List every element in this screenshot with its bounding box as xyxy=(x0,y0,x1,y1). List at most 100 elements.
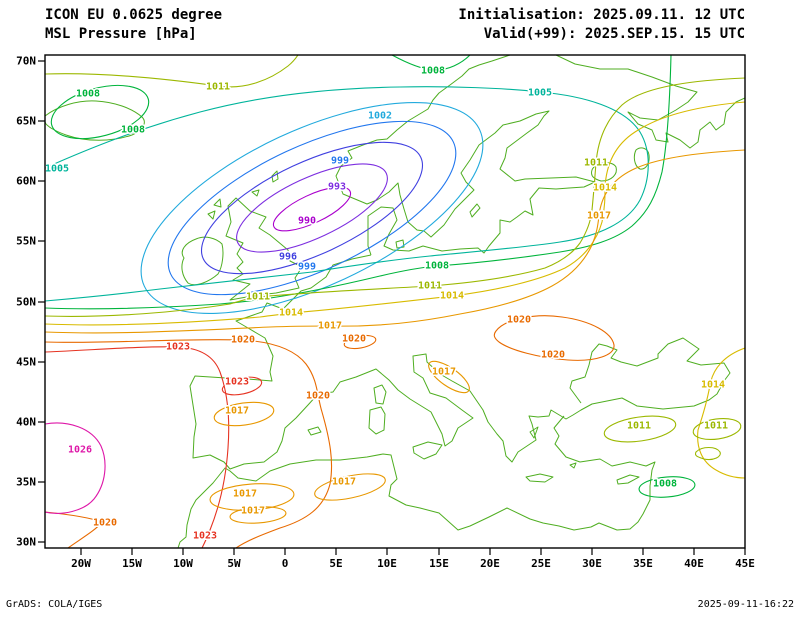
contour-label: 1017 xyxy=(587,211,611,222)
contour-label: 1008 xyxy=(421,66,445,77)
coast-kola-whitesea xyxy=(555,55,745,149)
coast-mallorca xyxy=(307,426,322,436)
contour-label: 1014 xyxy=(440,291,464,302)
contour-label: 1026 xyxy=(68,445,92,456)
isobar-1020-west xyxy=(45,339,333,548)
contour-label: 1008 xyxy=(425,261,449,272)
creation-timestamp: 2025-09-11-16:22 xyxy=(698,599,794,610)
isobar-1014-main xyxy=(45,101,745,326)
isobar-1008-levant xyxy=(638,476,696,498)
contour-label: 1023 xyxy=(166,342,190,353)
coast-med-africa xyxy=(177,415,656,548)
contour-label: 1011 xyxy=(584,158,608,169)
lat-axis-label: 30N xyxy=(16,536,36,549)
coast-orkney xyxy=(251,189,260,197)
contour-label: 1020 xyxy=(231,335,255,346)
contour-label: 1005 xyxy=(528,88,552,99)
isobar-993-low xyxy=(236,163,388,253)
contour-label: 1017 xyxy=(241,506,265,517)
isobar-1005-main xyxy=(45,86,649,302)
lat-axis-label: 60N xyxy=(16,175,36,188)
contour-label: 1017 xyxy=(432,367,456,378)
contour-label: 1011 xyxy=(246,292,270,303)
lon-axis-label: 5E xyxy=(329,557,342,570)
coast-denmark-isles xyxy=(395,239,405,249)
contour-label: 1011 xyxy=(627,421,651,432)
isobar-1026-azores-high xyxy=(45,422,106,514)
lon-axis-label: 10E xyxy=(377,557,397,570)
isobar-1017-morocco-b xyxy=(229,506,287,524)
coast-sicily xyxy=(412,441,443,460)
contour-label: 1020 xyxy=(93,518,117,529)
contour-label: 1020 xyxy=(541,350,565,361)
lat-axis-label: 35N xyxy=(16,476,36,489)
lon-labels: 20W 15W 10W 5W 0 5E 10E 15E 20E 25E 30E 35E 40E 45E xyxy=(71,557,755,570)
contour-label: 1005 xyxy=(45,164,69,175)
contour-label: 1008 xyxy=(121,125,145,136)
contour-label: 999 xyxy=(331,156,349,167)
isobar-1011-main xyxy=(45,77,745,317)
lat-axis-label: 45N xyxy=(16,356,36,369)
lon-axis-label: 15E xyxy=(429,557,449,570)
lon-axis-label: 15W xyxy=(122,557,142,570)
coast-hebrides xyxy=(207,198,222,220)
isobar-1020-corner xyxy=(45,511,103,548)
lat-labels: 70N 65N 60N 55N 50N 45N 40N 35N 30N xyxy=(16,55,36,549)
contour-label: 1011 xyxy=(206,82,230,93)
contour-label: 1017 xyxy=(233,489,257,500)
isobar-1011-anatolia-small xyxy=(694,446,721,461)
lon-axis-label: 20E xyxy=(480,557,500,570)
coastline-layer xyxy=(45,55,745,548)
coast-sardinia xyxy=(368,406,386,435)
isobar-1011-anatolia xyxy=(603,415,677,443)
init-time: Initialisation: 2025.09.11. 12 UTC xyxy=(458,7,745,23)
lat-ticks xyxy=(38,60,45,543)
contour-label: 1002 xyxy=(368,111,392,122)
coast-ireland xyxy=(181,236,224,286)
isobar-1023-spain xyxy=(221,376,263,396)
coast-shetland xyxy=(271,170,279,183)
coast-corsica xyxy=(373,384,387,405)
isobar-1011-northwest xyxy=(45,55,299,88)
isobar-1017-morocco-c xyxy=(314,473,386,501)
contour-label: 1017 xyxy=(318,321,342,332)
isobar-1014-southeast xyxy=(697,347,745,479)
contour-label: 1008 xyxy=(76,89,100,100)
coast-cyprus xyxy=(616,474,640,485)
lat-axis-label: 50N xyxy=(16,296,36,309)
isobar-1011-caucasus xyxy=(692,417,742,441)
isobar-1017-italy xyxy=(428,360,470,394)
lon-axis-label: 20W xyxy=(71,557,91,570)
isobar-1008-top xyxy=(391,55,471,71)
contour-labels-layer: 1008 1008 1011 1008 1005 1002 1005 999 993 990 996… xyxy=(43,64,729,543)
isobar-999-low xyxy=(167,120,457,296)
isobar-1017-morocco-a xyxy=(209,483,295,511)
lon-axis-label: 5W xyxy=(227,557,241,570)
coast-crete xyxy=(525,473,554,483)
isobar-996-low xyxy=(200,141,424,275)
lon-axis-label: 25E xyxy=(531,557,551,570)
lon-axis-label: 35E xyxy=(633,557,653,570)
isobar-1017-spain xyxy=(213,401,275,427)
coast-great-britain xyxy=(225,197,303,301)
lat-axis-label: 65N xyxy=(16,115,36,128)
isobar-1020-balkans xyxy=(493,315,615,361)
lon-axis-label: 10W xyxy=(173,557,193,570)
contour-label: 1011 xyxy=(704,421,728,432)
contour-label: 1014 xyxy=(593,183,617,194)
lon-ticks xyxy=(80,548,746,555)
contour-label: 1017 xyxy=(332,477,356,488)
isobar-1008-iceland xyxy=(50,84,150,140)
contour-label: 1020 xyxy=(306,391,330,402)
contour-label: 993 xyxy=(328,182,346,193)
isobar-1008-main xyxy=(45,55,672,310)
contour-label: 990 xyxy=(298,216,316,227)
isobar-1023-main xyxy=(45,346,230,548)
isobar-990-low xyxy=(272,186,352,232)
lon-axis-label: 45E xyxy=(735,557,755,570)
coast-baltic-scandinavia xyxy=(335,55,596,256)
contour-label: 1020 xyxy=(507,315,531,326)
coast-mainland-west xyxy=(189,254,731,470)
